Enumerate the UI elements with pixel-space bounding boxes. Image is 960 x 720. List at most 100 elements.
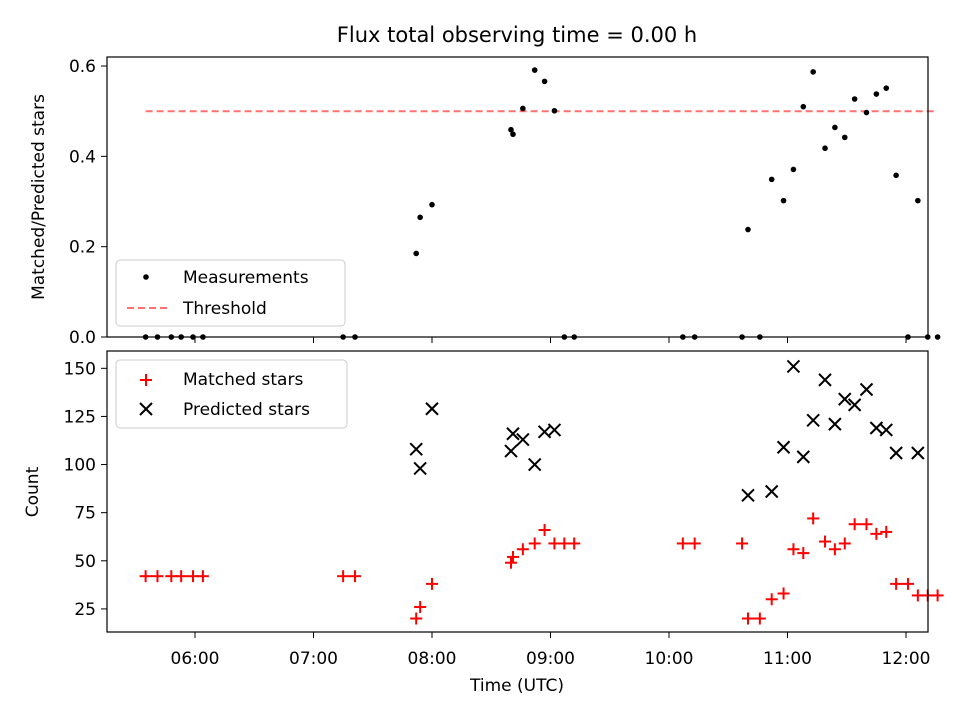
predicted-stars-point [828,417,842,431]
bottom-x-tick-label: 06:00 [171,649,220,669]
matched-stars-point [414,600,427,613]
measurement-point [541,78,548,85]
measurement-point [873,91,880,97]
predicted-stars-point [409,442,423,456]
bottom-y-tick-label: 50 [74,552,96,572]
predicted-stars-point [504,444,518,458]
predicted-stars-point [516,432,530,447]
measurement-point [520,105,526,112]
matched-stars-point [688,537,701,550]
legend-matched-marker [140,374,152,386]
bottom-x-tick-label: 10:00 [645,649,694,669]
matched-stars-point [139,570,152,583]
matched-stars-point [787,543,800,556]
matched-stars-point [880,525,893,538]
measurement-point [851,96,858,102]
bottom-data-layer [139,359,944,625]
matched-stars-point [931,589,944,602]
top-panel: 0.0 0.2 0.4 0.6 Matched/Predicted stars Mea… [29,56,941,348]
top-y-tick-label: 0.0 [69,328,96,348]
top-y-tick-label: 0.4 [69,147,96,167]
matched-stars-point [765,593,778,606]
matched-stars-point [568,537,581,550]
bottom-x-tick-label: 08:00 [408,649,457,669]
measurement-point [551,107,558,114]
top-legend: Measurements Threshold [115,259,346,327]
measurement-point [790,166,797,173]
top-axes: 0.0 0.2 0.4 0.6 [69,57,907,348]
top-y-tick-label: 0.2 [69,238,96,258]
matched-stars-point [337,570,350,583]
bottom-y-tick-label: 100 [64,456,96,476]
predicted-stars-point [796,450,811,464]
matched-stars-point [742,612,754,625]
top-legend-box [115,259,346,327]
figure-title: Flux total observing time = 0.00 h [337,23,697,47]
matched-stars-point [860,518,873,531]
predicted-stars-point [764,484,779,499]
matched-stars-point [676,537,689,550]
predicted-stars-point [425,402,439,416]
bottom-y-tick-label: 25 [74,600,96,620]
measurement-point [768,176,775,183]
bottom-plot-frame [106,350,929,633]
bottom-x-tick-label: 12:00 [882,649,931,669]
top-plot-frame [106,56,929,338]
x-axis-label: Time (UTC) [469,676,564,696]
top-y-tick-label: 0.6 [69,57,96,77]
bottom-legend-box [115,359,348,429]
legend-predicted-marker [139,402,153,416]
measurement-point [417,214,423,221]
matched-stars-point [516,543,529,556]
top-y-axis-label: Matched/Predicted stars [29,94,49,300]
predicted-stars-point [506,427,520,441]
measurement-point [429,201,435,208]
bottom-y-tick-label: 125 [64,407,96,427]
measurement-point [822,145,828,152]
bottom-panel: 25 50 75 100 125 150 06:00 07:00 08:00 09:00 10:00… [23,350,944,696]
measurement-point [934,334,941,340]
legend-measurements-label: Measurements [183,268,309,288]
matched-stars-point [410,612,423,625]
predicted-stars-point [818,373,832,387]
bottom-y-axis-label: Count [23,466,43,517]
legend-matched-label: Matched stars [183,370,303,390]
bottom-x-tick-label: 11:00 [763,649,812,669]
matched-stars-point [797,547,810,560]
matched-stars-point [828,543,841,556]
matched-stars-point [175,570,188,583]
predicted-stars-point [776,440,791,454]
legend-measurements-marker [143,274,149,280]
bottom-axes: 25 50 75 100 125 150 06:00 07:00 08:00 09:00 10:00… [64,359,931,669]
predicted-stars-point [911,446,925,460]
predicted-stars-point [806,413,820,427]
matched-stars-point [819,535,832,548]
measurement-point [800,103,807,110]
bottom-y-tick-label: 75 [74,504,96,524]
matched-stars-point [807,512,820,525]
matched-stars-point [736,537,749,550]
matched-stars-point [848,518,861,531]
bottom-y-tick-label: 150 [64,359,96,379]
matched-stars-point [348,570,361,583]
bottom-legend: Matched stars Predicted stars [115,359,348,429]
predicted-stars-point [847,398,862,412]
legend-predicted-label: Predicted stars [183,400,310,420]
predicted-stars-point [786,359,801,374]
matched-stars-point [196,570,209,583]
measurement-point [780,197,787,204]
predicted-stars-point [547,423,562,437]
matched-stars-point [506,550,519,563]
measurement-point [810,69,816,75]
matched-stars-point [890,577,903,590]
measurement-point [745,226,751,233]
measurement-point [863,109,870,116]
predicted-stars-point [741,488,755,503]
bottom-x-tick-label: 09:00 [526,649,575,669]
measurement-point [915,197,921,204]
matched-stars-point [151,570,164,583]
matched-stars-point [901,577,914,590]
top-data-layer [142,67,941,340]
matched-stars-point [838,537,851,550]
predicted-stars-point [527,457,542,472]
